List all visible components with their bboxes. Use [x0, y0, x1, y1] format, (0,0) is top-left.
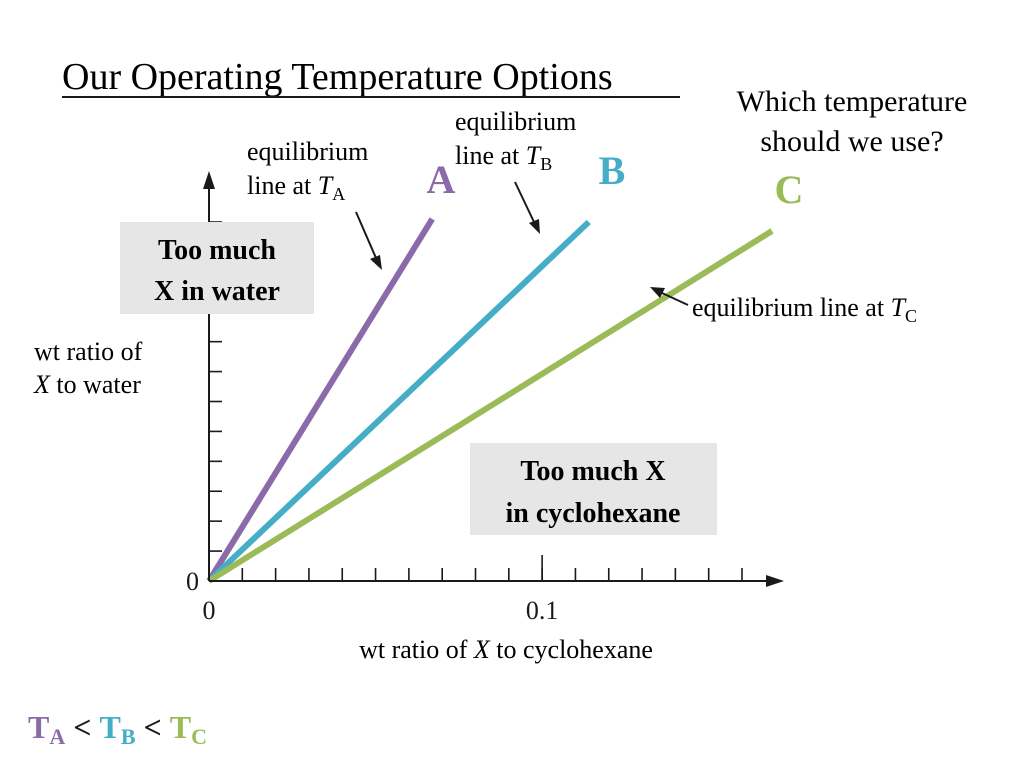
annotation-a-line1: equilibrium — [247, 137, 368, 166]
x-tick-label: 0 — [203, 596, 216, 625]
region-water-line1: Too much — [158, 235, 276, 266]
temperature-ordering: TA < TB < TC — [28, 709, 207, 749]
ordering-separator: < — [144, 709, 162, 745]
y-tick-label: 0 — [186, 567, 199, 596]
y-axis-label-line2: X to water — [33, 370, 141, 399]
question-line1: Which temperature — [737, 85, 968, 118]
y-axis-label-line1: wt ratio of — [34, 337, 143, 366]
series-lines — [206, 217, 774, 584]
series-label-c: C — [775, 167, 804, 212]
arrow-pointer-icon — [514, 181, 540, 234]
x-axis-arrow-icon — [766, 575, 784, 587]
ordering-tc: T — [170, 709, 191, 745]
series-line-b — [206, 219, 591, 584]
region-cyclohexane-line1: Too much X — [520, 456, 665, 487]
x-tick-label: 0.1 — [526, 596, 559, 625]
series-line-c — [207, 228, 774, 584]
arrow-pointer-icon — [355, 211, 382, 270]
ordering-ta: T — [28, 709, 49, 745]
question-line2: should we use? — [760, 125, 943, 158]
series-label-a: A — [427, 157, 456, 202]
annotation-b-line2: line at TB — [455, 141, 552, 174]
y-axis-arrow-icon — [203, 171, 215, 189]
arrow-pointer-icon — [650, 287, 689, 306]
annotation-a-line2: line at TA — [247, 171, 345, 204]
x-axis-label: wt ratio of X to cyclohexane — [359, 635, 653, 664]
region-box-cyclohexane — [470, 443, 717, 535]
annotation-b-line1: equilibrium — [455, 107, 576, 136]
region-cyclohexane-line2: in cyclohexane — [506, 498, 681, 529]
region-water-line2: X in water — [154, 276, 280, 307]
ordering-separator: < — [73, 709, 91, 745]
slide-title: Our Operating Temperature Options — [62, 56, 613, 98]
region-box-water — [120, 222, 314, 314]
series-label-b: B — [599, 148, 626, 193]
series-line-a — [206, 217, 435, 583]
annotation-c: equilibrium line at TC — [692, 293, 917, 326]
ordering-tb: T — [99, 709, 120, 745]
